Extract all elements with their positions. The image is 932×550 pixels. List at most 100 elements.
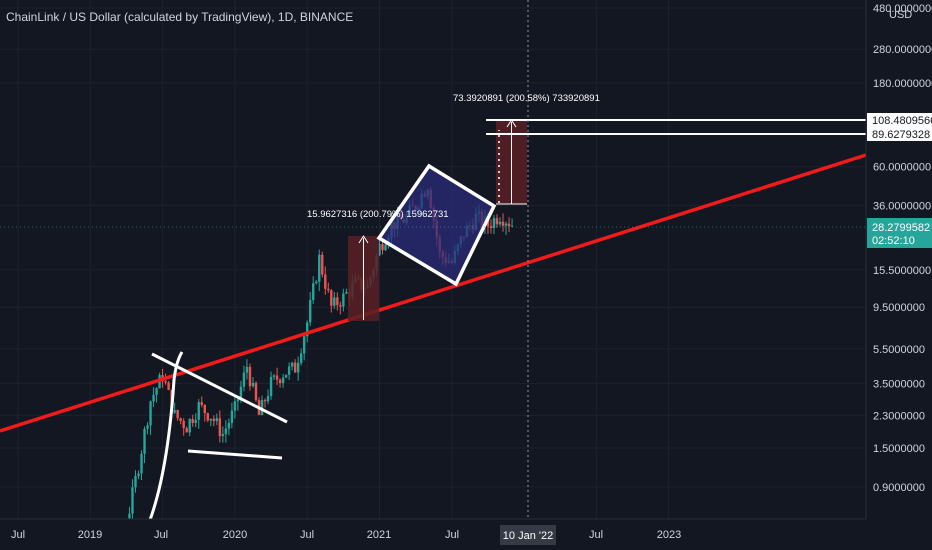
candle-body [318, 254, 321, 282]
currency-label: USD [889, 9, 912, 21]
candle-body [242, 372, 246, 387]
price-tick-label: 9.5000000 [873, 302, 925, 314]
time-tick-label: Jul [445, 529, 459, 541]
candle-body [498, 221, 502, 225]
measure-label-1: 15.9627316 (200.79%) 15962731 [307, 209, 449, 220]
candle-body [176, 410, 179, 419]
candle-body [200, 402, 203, 405]
candle-body [275, 375, 279, 380]
candle-body [263, 400, 267, 402]
candle-body [230, 410, 234, 424]
candle-body [152, 394, 155, 402]
candle-body [381, 244, 384, 251]
candle-body [272, 375, 276, 377]
symbol-title: ChainLink / US Dollar (calculated by Tra… [6, 10, 354, 24]
candle-body [495, 218, 499, 225]
time-tick-label: Jul [154, 529, 168, 541]
candle-body [134, 475, 137, 488]
candle-body [284, 374, 288, 378]
candle-body [197, 402, 200, 420]
candle-body [173, 410, 176, 413]
candle-body [260, 400, 264, 415]
price-tick-label: 36.0000000 [873, 201, 931, 213]
candle-body [321, 254, 324, 275]
time-tick-label: 2021 [367, 529, 391, 541]
price-axis-bg [866, 0, 932, 550]
trendline-support [0, 153, 867, 433]
candle-body [167, 382, 170, 390]
candle-body [164, 381, 167, 383]
candle-body [299, 353, 303, 363]
candle-body [324, 274, 327, 289]
target-price-label: 89.6279328 [872, 129, 930, 141]
target-price-label: 108.4809566 [872, 115, 932, 127]
candle-body [140, 453, 143, 474]
price-tick-label: 2.3000000 [873, 410, 925, 422]
candle-body [149, 401, 152, 426]
candle-body [251, 382, 255, 387]
candle-body [233, 401, 237, 411]
price-tick-label: 1.5000000 [873, 443, 925, 455]
candle-body [278, 379, 282, 384]
price-tick-label: 0.9000000 [873, 482, 925, 494]
time-tick-label: Jul [11, 529, 25, 541]
price-tick-label: 480.0000000 [873, 3, 932, 15]
candle-body [345, 292, 348, 294]
candle-body [336, 297, 339, 306]
candle-body [137, 473, 140, 476]
target-price-badge [867, 113, 932, 127]
candle-body [188, 419, 191, 433]
candle-body [312, 283, 315, 301]
target-price-badge [867, 127, 932, 141]
candle-body [209, 418, 212, 421]
candle-body [131, 487, 134, 514]
candle-body [504, 223, 508, 226]
candle-body [507, 223, 511, 227]
time-tick-label: 2020 [223, 529, 247, 541]
current-price-badge [867, 218, 932, 248]
current-price-label: 28.2799582 [872, 222, 930, 234]
price-tick-label: 3.5000000 [873, 378, 925, 390]
parabolic-curve [148, 351, 184, 521]
price-tick-label: 60.0000000 [873, 162, 931, 174]
time-tick-label: 2019 [78, 529, 102, 541]
candle-body [182, 420, 185, 429]
candle-body [215, 418, 219, 422]
candle-body [309, 300, 312, 323]
price-tick-label: 180.0000000 [873, 78, 932, 90]
candle-body [302, 336, 306, 354]
candle-body [179, 418, 182, 421]
candle-body [315, 281, 318, 284]
time-tick-label: Jul [589, 529, 603, 541]
candle-body [212, 418, 216, 422]
candle-body [281, 377, 285, 384]
candle-body [203, 404, 206, 414]
candle-body [296, 362, 300, 373]
candle-body [218, 418, 222, 437]
candle-body [236, 399, 240, 402]
candle-body [221, 434, 225, 437]
time-tick-label: Jul [300, 529, 314, 541]
candle-body [501, 221, 505, 226]
time-axis[interactable]: Jul 2019 Jul 2020 Jul 2021 Jul Jul 2023 10 Jan '2… [0, 518, 932, 550]
wedge-top-line [151, 352, 288, 424]
price-axis[interactable]: 480.0000000 280.0000000 180.0000000 60.0000… [865, 0, 932, 550]
candle-body [146, 425, 149, 429]
candle-body [143, 428, 146, 454]
candle-body [245, 366, 249, 373]
measure-label-2: 73.3920891 (200.58%) 733920891 [453, 93, 600, 104]
countdown-label: 02:52:10 [872, 235, 915, 247]
candle-body [290, 362, 294, 367]
candle-body [191, 419, 194, 423]
price-tick-label: 5.5000000 [873, 344, 925, 356]
candle-body [194, 419, 197, 423]
measure-arrowhead-1 [358, 235, 369, 244]
candle-body [339, 305, 342, 307]
candle-body [254, 382, 258, 401]
candle-body [287, 366, 291, 375]
candle-body [384, 244, 387, 251]
candle-body [306, 322, 309, 337]
time-axis-bg [0, 519, 932, 550]
